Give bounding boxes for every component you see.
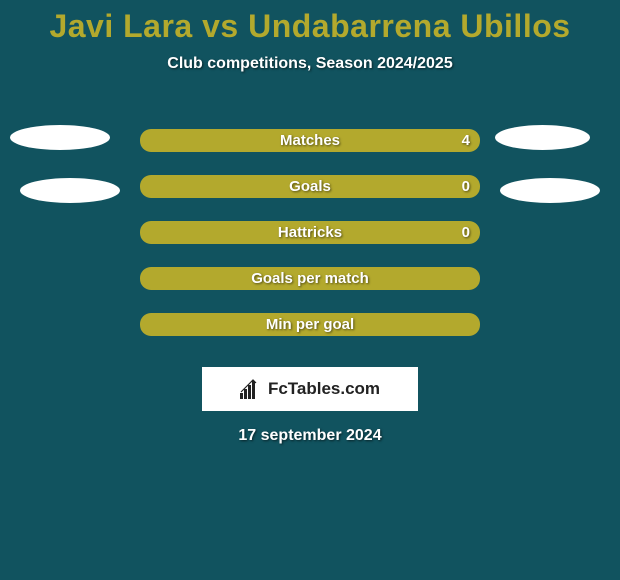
- comparison-card: Javi Lara vs Undabarrena Ubillos Club co…: [0, 0, 620, 580]
- stat-value: 0: [462, 178, 470, 195]
- stat-bar: Goals 0: [140, 175, 480, 198]
- stat-row: Min per goal: [0, 301, 620, 347]
- stat-label: Min per goal: [266, 316, 354, 333]
- publish-date: 17 september 2024: [0, 427, 620, 445]
- logo-text: FcTables.com: [268, 379, 380, 399]
- stat-rows: Matches 4 Goals 0 Hattricks 0 Goals per …: [0, 117, 620, 347]
- stat-row: Goals 0: [0, 163, 620, 209]
- stat-bar: Goals per match: [140, 267, 480, 290]
- stat-label: Goals: [289, 178, 331, 195]
- source-logo: FcTables.com: [202, 367, 418, 411]
- page-title: Javi Lara vs Undabarrena Ubillos: [0, 0, 620, 45]
- stat-row: Matches 4: [0, 117, 620, 163]
- stat-bar: Hattricks 0: [140, 221, 480, 244]
- page-subtitle: Club competitions, Season 2024/2025: [0, 55, 620, 73]
- stat-label: Hattricks: [278, 224, 342, 241]
- stat-bar: Matches 4: [140, 129, 480, 152]
- stat-label: Matches: [280, 132, 340, 149]
- stat-label: Goals per match: [251, 270, 369, 287]
- stat-row: Hattricks 0: [0, 209, 620, 255]
- stat-value: 4: [462, 132, 470, 149]
- stat-row: Goals per match: [0, 255, 620, 301]
- bars-chart-icon: [240, 379, 264, 399]
- stat-value: 0: [462, 224, 470, 241]
- stat-bar: Min per goal: [140, 313, 480, 336]
